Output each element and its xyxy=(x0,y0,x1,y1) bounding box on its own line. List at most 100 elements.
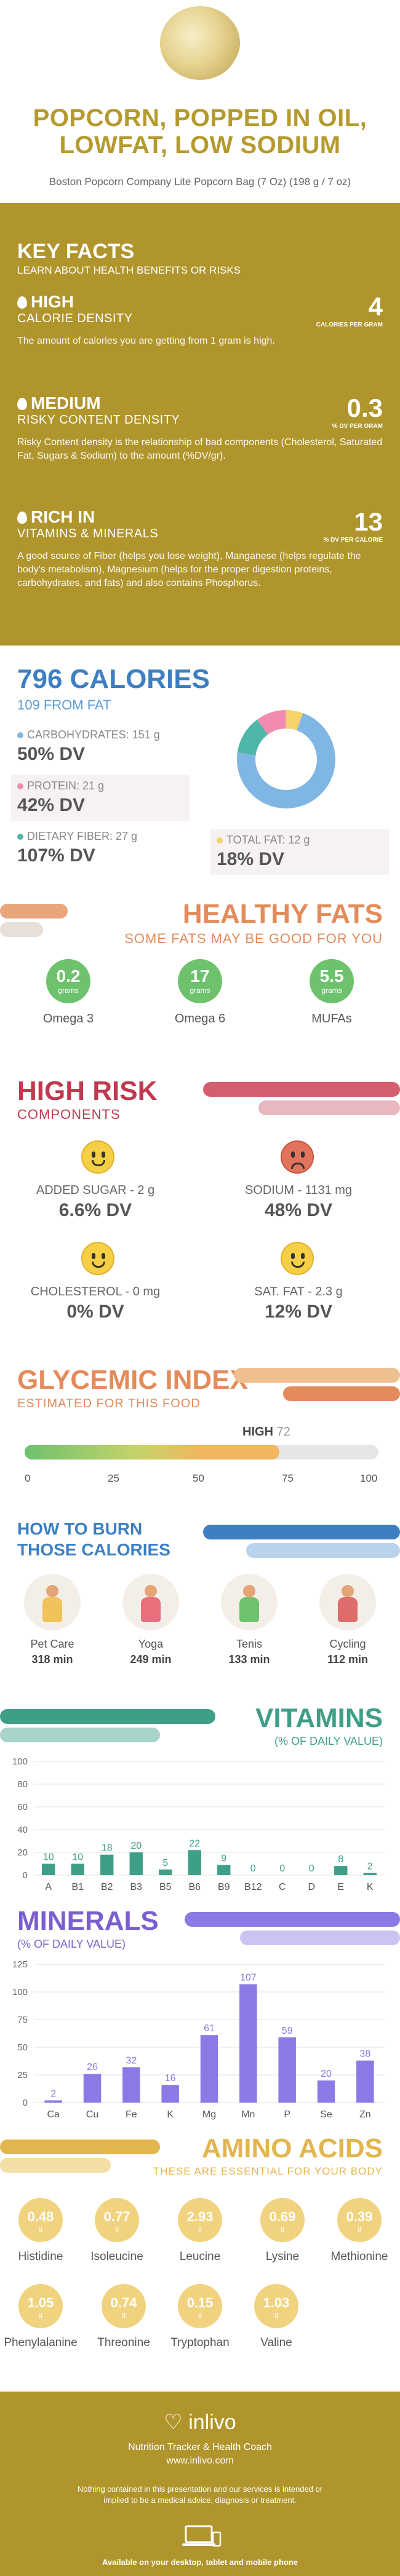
activity-minutes: 318 min xyxy=(31,1653,73,1665)
gi-tick: 100 xyxy=(360,1472,378,1484)
decor-stripe xyxy=(0,2158,111,2173)
x-tick-label: K xyxy=(367,1882,374,1892)
happy-face-icon xyxy=(81,1140,114,1174)
macro-fiber: DIETARY FIBER: 27 g 107% DV xyxy=(17,830,137,866)
bar-value-label: 0 xyxy=(279,1863,285,1874)
bar-value-label: 8 xyxy=(338,1854,343,1865)
dot-icon xyxy=(17,732,23,738)
minerals-bar-chart: 0 25 50 75 100 125 2 Ca 26 Cu 32 Fe 16 K 61 Mg 107 Mn 59 P 2… xyxy=(12,1959,385,2120)
amino-value: 0.74 xyxy=(110,2295,137,2310)
burn-heading-line1: HOW TO BURN xyxy=(17,1519,143,1538)
activity-minutes: 133 min xyxy=(228,1653,270,1665)
food-subtitle: Boston Popcorn Company Lite Popcorn Bag … xyxy=(49,176,351,188)
gi-marker: HIGH 72 xyxy=(242,1425,290,1439)
fact-vitamins-minerals: RICH IN VITAMINS & MINERALS A good sourc… xyxy=(17,507,383,590)
amino-name: Phenylalanine xyxy=(4,2336,78,2349)
calories-section: 796 CALORIES 109 FROM FAT CARBOHYDRATES:… xyxy=(0,646,400,891)
macro-dv: 42% DV xyxy=(17,795,86,815)
x-tick-label: Ca xyxy=(47,2109,60,2120)
donut-slice-fat xyxy=(285,710,303,731)
calories-from-fat: 109 FROM FAT xyxy=(17,697,111,713)
fact-label: CALORIE DENSITY xyxy=(17,312,133,325)
amino-circle: 0.39 g xyxy=(337,2198,382,2242)
high-risk-section: HIGH RISK COMPONENTS ADDED SUGAR - 2 g 6… xyxy=(0,1057,400,1353)
macro-label: CARBOHYDRATES: 151 g xyxy=(27,729,160,741)
x-tick-label: K xyxy=(167,2109,174,2120)
bar-b1 xyxy=(71,1863,84,1875)
fact-value: 0.3 xyxy=(346,393,383,422)
fat-unit: grams xyxy=(190,986,210,995)
y-tick-label: 20 xyxy=(17,1847,28,1858)
bar-value-label: 2 xyxy=(367,1861,373,1871)
fact-description: The amount of calories you are getting f… xyxy=(17,336,275,346)
high-risk-heading: HIGH RISK xyxy=(17,1076,158,1106)
flame-icon xyxy=(17,512,27,524)
bar-mn xyxy=(239,1984,257,2103)
x-tick-label: P xyxy=(284,2109,290,2120)
gi-value: 72 xyxy=(276,1425,290,1439)
footer-tagline: Nutrition Tracker & Health Coach xyxy=(128,2442,272,2452)
y-tick-label: 125 xyxy=(12,1959,28,1970)
x-tick-label: Zn xyxy=(359,2109,371,2120)
amino-name: Threonine xyxy=(97,2336,150,2349)
key-facts-heading: KEY FACTS xyxy=(17,240,135,263)
burn-calories-section: HOW TO BURN THOSE CALORIES Pet Care 318 m… xyxy=(0,1506,400,1697)
amino-unit: g xyxy=(198,2225,202,2232)
minerals-section: MINERALS (% OF DAILY VALUE) 0 25 50 75 100 12… xyxy=(0,1900,400,2127)
amino-unit: g xyxy=(38,2225,43,2232)
fact-level: RICH IN xyxy=(31,507,95,526)
x-tick-label: Cu xyxy=(86,2109,98,2120)
bar-value-label: 22 xyxy=(189,1838,200,1849)
macro-fat: TOTAL FAT: 12 g 18% DV xyxy=(210,829,389,875)
amino-value: 0.69 xyxy=(269,2209,296,2224)
x-tick-label: Se xyxy=(320,2109,332,2120)
amino-circle: 0.69 g xyxy=(260,2198,305,2242)
gi-heading: GLYCEMIC INDEX xyxy=(17,1365,248,1395)
dot-icon xyxy=(217,837,223,844)
decor-stripe xyxy=(283,1386,400,1401)
fat-value: 5.5 xyxy=(319,966,344,986)
bar-zn xyxy=(356,2060,374,2103)
amino-value: 2.93 xyxy=(186,2209,214,2224)
x-tick-label: Mg xyxy=(202,2109,216,2120)
inlivo-logo[interactable]: ♡ inlivo xyxy=(0,2410,400,2435)
activity-name: Cycling xyxy=(329,1638,366,1650)
activity-minutes: 112 min xyxy=(327,1653,369,1665)
x-tick-label: Fe xyxy=(126,2109,137,2120)
fact-description: Risky Content density is the relationshi… xyxy=(17,437,383,461)
footer-url[interactable]: www.inlivo.com xyxy=(166,2455,234,2466)
fact-unit: % DV PER GRAM xyxy=(332,423,383,430)
decor-stripe xyxy=(203,1082,400,1097)
bar-cu xyxy=(83,2074,102,2103)
bar-b6 xyxy=(188,1850,201,1875)
burn-heading-line2: THOSE CALORIES xyxy=(17,1540,170,1559)
yoga-icon xyxy=(122,1574,179,1630)
fat-unit: grams xyxy=(58,986,79,995)
fact-level: MEDIUM xyxy=(31,393,101,413)
brand-name: inlivo xyxy=(188,2411,236,2434)
decor-stripe xyxy=(0,1728,160,1742)
bar-value-label: 18 xyxy=(102,1843,113,1854)
macro-donut-chart xyxy=(237,710,335,808)
fact-calorie-density: HIGH CALORIE DENSITY The amount of calor… xyxy=(17,292,383,348)
bar-a xyxy=(42,1863,55,1875)
risk-dv: 48% DV xyxy=(264,1200,333,1220)
bar-value-label: 32 xyxy=(126,2055,137,2066)
y-tick-label: 100 xyxy=(12,1756,28,1767)
happy-face-icon xyxy=(81,1242,114,1275)
bar-e xyxy=(334,1866,348,1875)
activity-cycling: Cycling 112 min xyxy=(302,1574,394,1666)
x-tick-label: B6 xyxy=(188,1882,201,1892)
fact-level: HIGH xyxy=(31,292,74,311)
healthy-fats-heading: HEALTHY FATS xyxy=(182,899,383,929)
bar-k xyxy=(161,2085,179,2103)
bar-value-label: 59 xyxy=(282,2026,293,2036)
activity-minutes: 249 min xyxy=(130,1653,172,1665)
decor-stripe xyxy=(0,2139,160,2154)
bar-value-label: 20 xyxy=(130,1841,142,1851)
minerals-heading: MINERALS xyxy=(17,1906,159,1936)
bar-b5 xyxy=(159,1869,172,1875)
amino-circle: 0.15 g xyxy=(178,2284,222,2328)
bar-value-label: 0 xyxy=(250,1863,256,1874)
bar-fe xyxy=(122,2067,140,2103)
